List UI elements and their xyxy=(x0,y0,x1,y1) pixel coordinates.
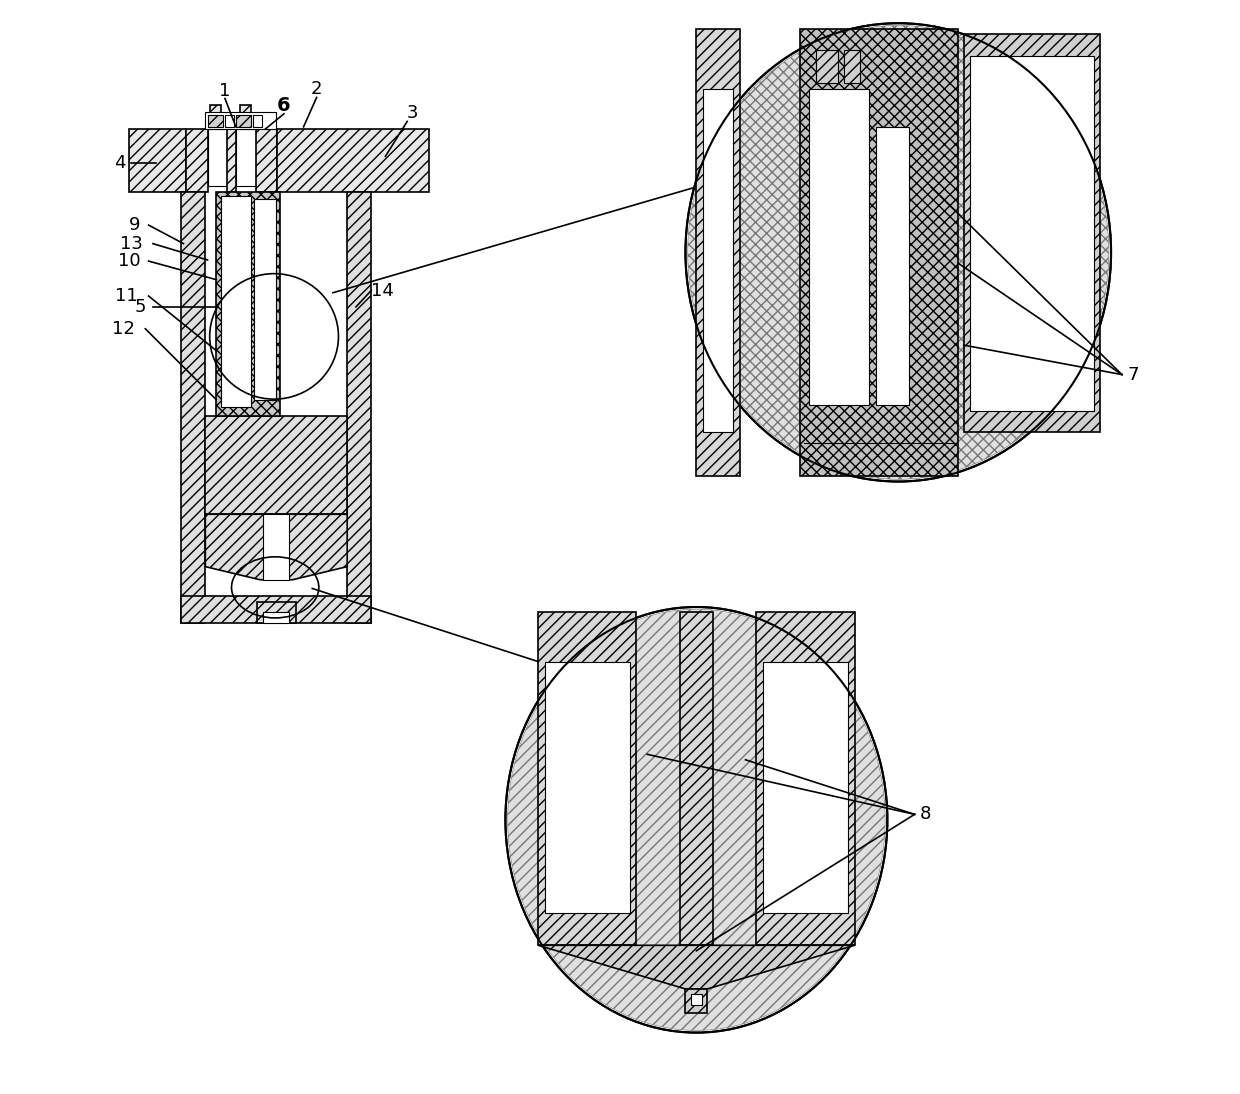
Bar xyxy=(800,28,959,476)
Bar xyxy=(691,994,702,1005)
Text: 10: 10 xyxy=(118,252,140,270)
Bar xyxy=(808,89,869,405)
Bar xyxy=(224,115,233,127)
Bar xyxy=(970,56,1094,410)
Bar xyxy=(963,34,1100,432)
Text: 2: 2 xyxy=(311,80,322,97)
Bar xyxy=(347,193,371,624)
Bar xyxy=(877,127,909,405)
Ellipse shape xyxy=(688,25,1109,479)
Text: 8: 8 xyxy=(920,805,931,824)
Text: 13: 13 xyxy=(120,234,143,253)
Bar xyxy=(129,129,186,193)
Bar xyxy=(254,199,277,399)
Bar xyxy=(544,662,630,912)
Bar xyxy=(241,105,252,129)
Bar xyxy=(186,129,207,193)
Text: 12: 12 xyxy=(112,319,135,338)
Text: 6: 6 xyxy=(277,95,290,115)
Bar xyxy=(181,193,206,624)
Bar xyxy=(216,193,279,416)
Bar xyxy=(236,115,252,127)
Bar xyxy=(257,602,296,624)
Bar xyxy=(816,50,838,83)
Text: 9: 9 xyxy=(129,217,140,234)
Bar xyxy=(207,129,227,186)
Ellipse shape xyxy=(686,23,1111,481)
Bar xyxy=(843,50,861,83)
Text: 11: 11 xyxy=(115,287,138,305)
Bar xyxy=(253,115,262,127)
Bar xyxy=(227,129,236,193)
Bar xyxy=(181,596,371,624)
Bar xyxy=(210,105,221,129)
Bar xyxy=(278,129,429,193)
Bar xyxy=(680,613,713,945)
Polygon shape xyxy=(206,514,347,580)
Text: 7: 7 xyxy=(1127,365,1138,384)
Bar xyxy=(703,89,734,432)
Bar xyxy=(686,989,707,1013)
Ellipse shape xyxy=(507,609,885,1031)
Bar xyxy=(221,196,252,407)
Bar xyxy=(207,115,223,127)
Bar xyxy=(763,662,848,912)
Bar xyxy=(263,613,289,624)
Text: 3: 3 xyxy=(407,104,418,121)
Text: 5: 5 xyxy=(134,298,145,316)
Ellipse shape xyxy=(506,607,888,1033)
Text: 4: 4 xyxy=(114,154,126,172)
Bar xyxy=(206,416,347,514)
Text: 14: 14 xyxy=(371,281,393,300)
Bar xyxy=(255,129,278,193)
Bar xyxy=(697,28,740,476)
Bar xyxy=(236,129,255,186)
Bar xyxy=(263,514,289,580)
Bar xyxy=(756,613,854,945)
Text: 1: 1 xyxy=(219,82,231,100)
Bar xyxy=(206,112,277,129)
Polygon shape xyxy=(538,945,854,989)
Bar xyxy=(538,613,636,945)
